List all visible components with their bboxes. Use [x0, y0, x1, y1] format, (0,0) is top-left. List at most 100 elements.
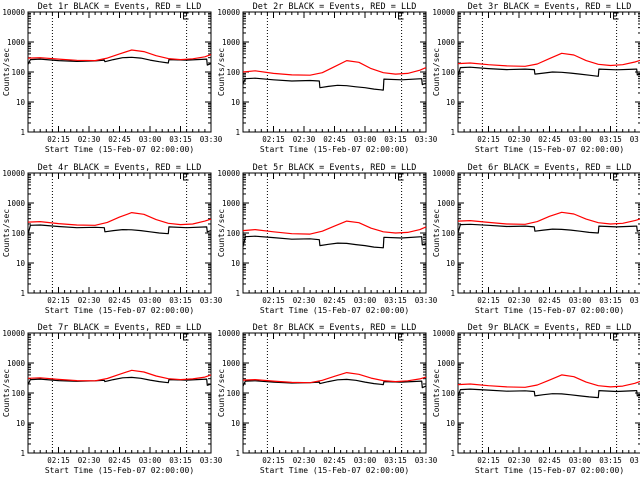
plot-frame [27, 332, 212, 454]
y-tick-label: 10000 [217, 8, 240, 17]
panel-title: Det 7r BLACK = Events, RED = LLD [38, 323, 202, 333]
x-tick-label: 03:15 [169, 296, 192, 305]
x-tick-label: 03:15 [169, 135, 192, 144]
panel-title: Det 1r BLACK = Events, RED = LLD [38, 2, 202, 12]
x-tick-label: 03:15 [599, 135, 622, 144]
x-tick-label: 02:30 [78, 456, 101, 465]
chart-panel-7: Det 7r BLACK = Events, RED = LLD 1 10 100 10… [2, 323, 223, 475]
y-tick-label: 1000 [222, 359, 241, 368]
panel-title: Det 4r BLACK = Events, RED = LLD [38, 163, 202, 173]
x-tick-label: 02:15 [477, 135, 500, 144]
x-axis-label: Start Time (15-Feb-07 02:00:00) [260, 145, 409, 154]
x-axis-label: Start Time (15-Feb-07 02:00:00) [475, 145, 624, 154]
x-tick-label: 03:30 [630, 135, 640, 144]
end-marker-icon [398, 12, 404, 20]
x-tick-label: 02:30 [78, 296, 101, 305]
y-tick-label: 10 [16, 259, 26, 268]
series-line-lld [27, 212, 212, 226]
y-tick-label: 100 [11, 389, 25, 398]
y-tick-label: 1 [450, 289, 455, 298]
plot-frame [27, 11, 212, 133]
y-axis-label: Counts/sec [432, 48, 441, 96]
y-tick-label: 10 [16, 98, 26, 107]
end-marker-icon [398, 333, 404, 341]
y-tick-label: 1 [20, 449, 25, 458]
chart-panel-3: Det 3r BLACK = Events, RED = LLD 1 10 100 10… [432, 2, 640, 154]
x-tick-label: 03:30 [200, 296, 223, 305]
series-line-events [457, 388, 640, 399]
y-tick-label: 10000 [2, 8, 25, 17]
y-tick-label: 100 [441, 229, 455, 238]
x-tick-label: 02:15 [477, 296, 500, 305]
y-axis-label: Counts/sec [432, 369, 441, 417]
chart-panel-1: Det 1r BLACK = Events, RED = LLD 1 10 100 10… [2, 2, 223, 154]
x-tick-label: 03:30 [415, 296, 438, 305]
x-axis-label: Start Time (15-Feb-07 02:00:00) [475, 466, 624, 475]
series-line-lld [242, 220, 427, 235]
x-tick-label: 02:30 [508, 456, 531, 465]
y-tick-label: 1000 [7, 199, 26, 208]
x-tick-label: 03:00 [354, 296, 377, 305]
x-tick-label: 03:00 [139, 135, 162, 144]
x-tick-label: 03:15 [169, 456, 192, 465]
x-tick-label: 02:15 [262, 296, 285, 305]
y-tick-label: 1 [20, 289, 25, 298]
y-axis-label: Counts/sec [2, 369, 11, 417]
y-tick-label: 1000 [437, 38, 456, 47]
panel-title: Det 3r BLACK = Events, RED = LLD [468, 2, 632, 12]
y-tick-label: 100 [11, 68, 25, 77]
y-tick-label: 100 [226, 68, 240, 77]
y-tick-label: 100 [441, 389, 455, 398]
x-tick-label: 02:15 [477, 456, 500, 465]
x-tick-label: 03:30 [630, 456, 640, 465]
y-tick-label: 10000 [2, 329, 25, 338]
end-marker-icon [183, 333, 189, 341]
end-marker-icon [613, 333, 619, 341]
x-axis-label: Start Time (15-Feb-07 02:00:00) [45, 306, 194, 315]
x-tick-label: 02:45 [108, 456, 131, 465]
y-tick-label: 10 [231, 419, 241, 428]
series-line-lld [242, 372, 427, 384]
y-axis-label: Counts/sec [217, 369, 226, 417]
y-tick-label: 10 [231, 98, 241, 107]
x-tick-label: 02:30 [508, 135, 531, 144]
panel-title: Det 2r BLACK = Events, RED = LLD [253, 2, 417, 12]
x-tick-label: 03:00 [354, 456, 377, 465]
y-tick-label: 1000 [437, 199, 456, 208]
x-axis-label: Start Time (15-Feb-07 02:00:00) [45, 145, 194, 154]
plot-frame [457, 332, 640, 454]
x-tick-label: 03:15 [599, 456, 622, 465]
y-tick-label: 1000 [7, 359, 26, 368]
y-tick-label: 10 [446, 259, 456, 268]
y-tick-label: 1000 [437, 359, 456, 368]
series-line-lld [27, 369, 212, 382]
end-marker-icon [183, 12, 189, 20]
y-axis-label: Counts/sec [432, 209, 441, 257]
panel-title: Det 8r BLACK = Events, RED = LLD [253, 323, 417, 333]
end-marker-icon [398, 173, 404, 181]
series-line-events [242, 378, 427, 389]
x-tick-label: 02:15 [262, 456, 285, 465]
chart-panel-5: Det 5r BLACK = Events, RED = LLD 1 10 100 10… [217, 163, 438, 315]
y-tick-label: 1000 [222, 38, 241, 47]
x-tick-label: 03:00 [569, 296, 592, 305]
x-tick-label: 03:00 [139, 456, 162, 465]
plot-frame [242, 11, 427, 133]
x-tick-label: 02:30 [293, 296, 316, 305]
chart-panel-9: Det 9r BLACK = Events, RED = LLD 1 10 100 10… [432, 323, 640, 475]
x-tick-label: 02:45 [538, 296, 561, 305]
plot-frame [457, 172, 640, 294]
x-tick-label: 03:15 [599, 296, 622, 305]
series-line-lld [242, 59, 427, 76]
y-tick-label: 100 [226, 389, 240, 398]
x-tick-label: 03:00 [139, 296, 162, 305]
x-tick-label: 02:45 [538, 135, 561, 144]
y-tick-label: 10000 [2, 169, 25, 178]
x-tick-label: 02:45 [323, 456, 346, 465]
x-tick-label: 02:30 [293, 135, 316, 144]
y-axis-label: Counts/sec [217, 48, 226, 96]
x-tick-label: 03:30 [200, 456, 223, 465]
x-tick-label: 02:15 [47, 135, 70, 144]
y-tick-label: 100 [441, 68, 455, 77]
x-tick-label: 02:45 [323, 296, 346, 305]
